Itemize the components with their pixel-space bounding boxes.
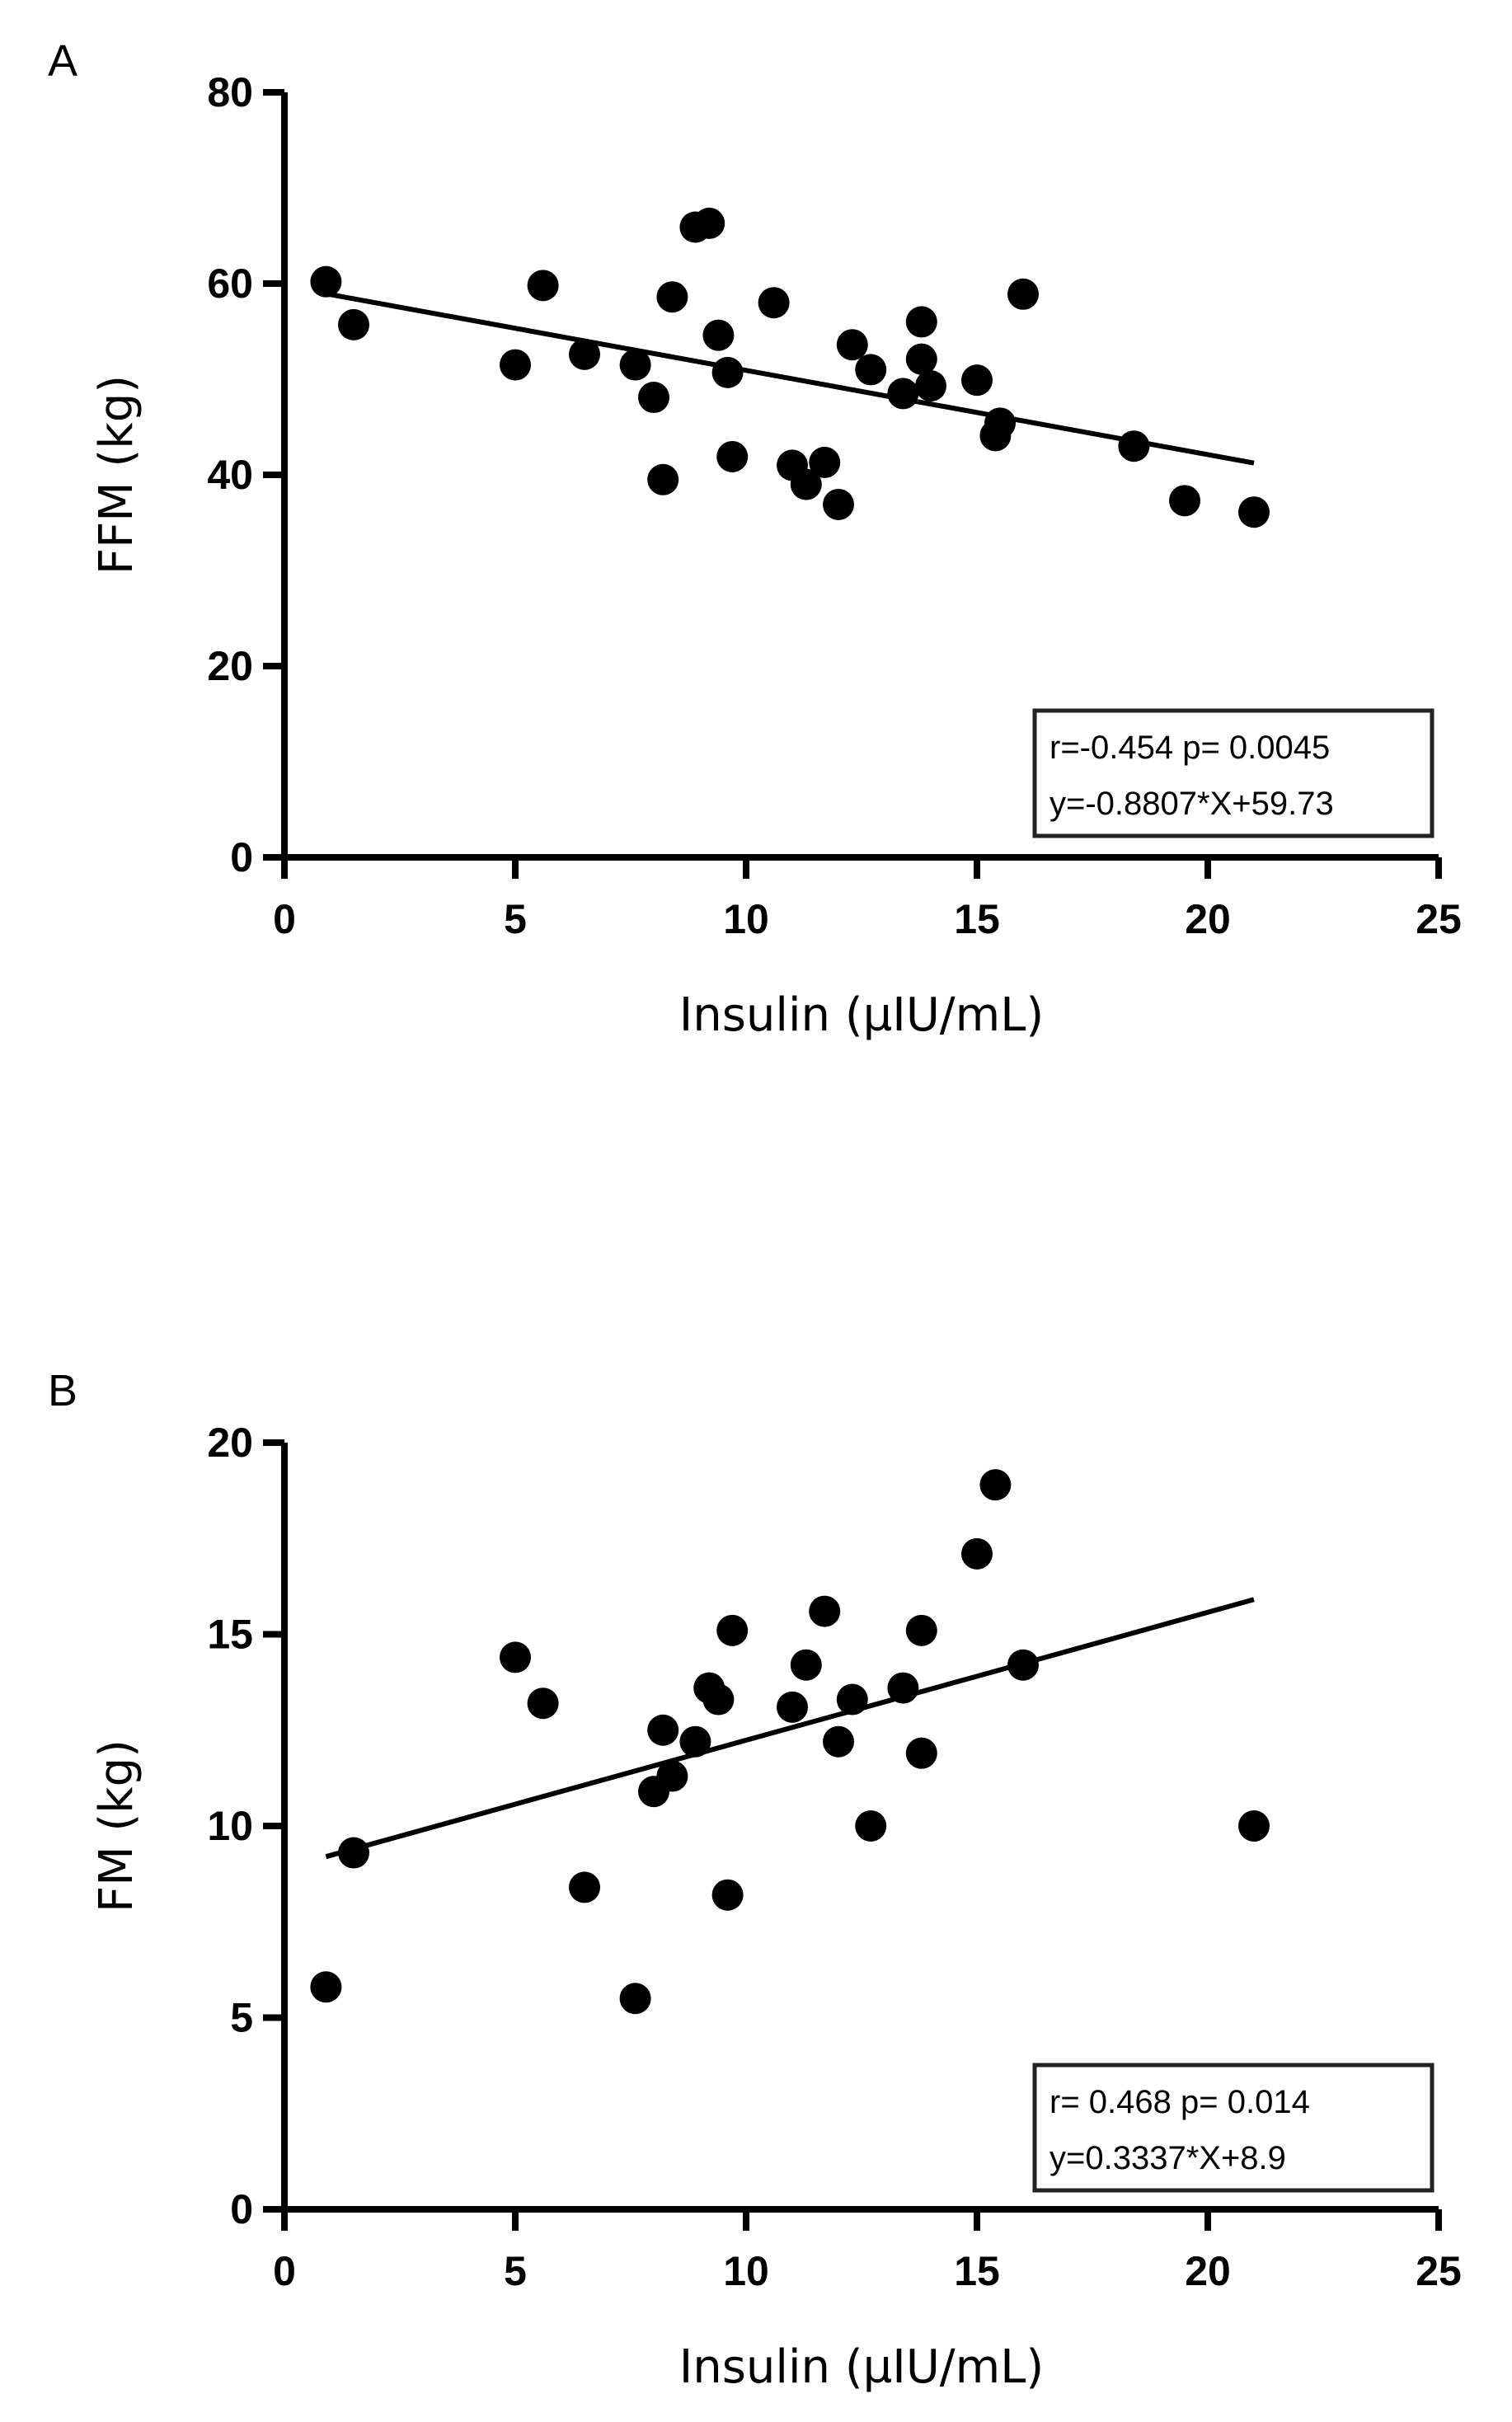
data-point [310,265,342,298]
data-point [823,488,854,520]
y-tick-label: 60 [207,261,253,307]
x-tick-label: 25 [1416,2248,1462,2294]
data-point [887,378,919,410]
data-point [758,287,790,319]
x-tick-label: 0 [273,896,296,942]
data-point [569,338,600,370]
x-tick-label: 20 [1185,2248,1231,2294]
y-tick-label: 40 [207,452,253,498]
data-point [711,1879,744,1911]
data-point [961,1537,993,1570]
stats-box-frame [1032,708,1435,838]
data-point [702,1683,735,1716]
data-point [790,1649,822,1681]
x-axis-title: Insulin (µIU/mL) [679,2340,1045,2394]
x-tick-label: 20 [1185,896,1231,942]
stats-box-frame [1032,2063,1435,2193]
data-point [915,370,946,402]
x-axis-title: Insulin (µIU/mL) [679,988,1045,1042]
regression-line [325,1597,1255,1860]
data-point [656,1760,688,1792]
data-point [1007,1649,1039,1681]
x-tick-label: 5 [504,2248,527,2294]
data-point [809,446,841,478]
x-tick-label: 0 [273,2248,296,2294]
data-point [1118,430,1150,462]
data-point [905,306,937,338]
data-point [693,207,725,239]
y-axis-title: FFM (kg) [90,375,143,575]
stats-equation: y=0.3337*X+8.9 [1049,2140,1286,2176]
data-point [1238,496,1270,528]
data-point [961,364,993,397]
data-point [338,1837,369,1869]
y-tick-label: 0 [230,834,253,880]
y-tick-label: 80 [207,69,253,115]
data-point [569,1871,600,1903]
x-tick-label: 15 [954,2248,1000,2294]
data-points [310,207,1270,528]
data-point [809,1595,841,1627]
data-point [338,308,369,340]
data-point [979,1469,1012,1501]
stats-equation: y=-0.8807*X+59.73 [1049,786,1334,822]
y-tick-label: 10 [207,1803,253,1849]
x-tick-label: 5 [504,896,527,942]
data-point [836,329,868,361]
data-point [656,281,688,313]
data-points [310,1469,1270,2015]
data-point [679,1725,711,1758]
data-point [310,1971,342,2003]
data-point [905,343,937,375]
data-point [790,468,822,500]
data-point [711,356,744,388]
data-point [1169,485,1200,517]
y-tick-label: 20 [207,643,253,689]
data-point [836,1683,868,1716]
panel-label: A [48,36,77,86]
stats-correlation: r= 0.468 p= 0.014 [1049,2084,1310,2120]
panel-b: B 0 5 10 15 20 0 5 10 15 20 25 Insulin (µIU/mL) F… [48,1366,1462,2394]
data-point [1238,1810,1270,1842]
data-point [887,1672,919,1704]
data-point [855,1810,887,1842]
panel-label: B [48,1366,77,1415]
data-point [527,270,559,302]
data-point [984,407,1016,439]
data-point [527,1687,559,1720]
data-point [647,463,679,495]
y-tick-label: 20 [207,1420,253,1466]
data-point [716,1614,749,1646]
data-point [638,382,669,414]
y-tick-label: 5 [230,1995,253,2041]
data-point [777,1691,808,1723]
x-tick-label: 10 [723,2248,769,2294]
y-tick-label: 15 [207,1612,253,1658]
stats-correlation: r=-0.454 p= 0.0045 [1049,730,1330,766]
data-point [1007,278,1039,310]
data-point [702,319,735,351]
y-tick-label: 0 [230,2186,253,2232]
data-point [500,1641,531,1673]
regression-line [325,291,1255,466]
data-point [855,354,887,386]
data-point [905,1614,937,1646]
data-point [619,1983,651,2015]
data-point [619,349,651,381]
x-tick-label: 10 [723,896,769,942]
data-point [823,1725,854,1758]
y-axis-title: FM (kg) [90,1739,143,1913]
stats-box: r=-0.454 p= 0.0045 y=-0.8807*X+59.73 [1032,708,1435,838]
stats-box: r= 0.468 p= 0.014 y=0.3337*X+8.9 [1032,2063,1435,2193]
data-point [647,1714,679,1746]
data-point [500,349,531,381]
x-tick-label: 15 [954,896,1000,942]
x-tick-label: 25 [1416,896,1462,942]
data-point [716,440,749,472]
data-point [905,1737,937,1769]
